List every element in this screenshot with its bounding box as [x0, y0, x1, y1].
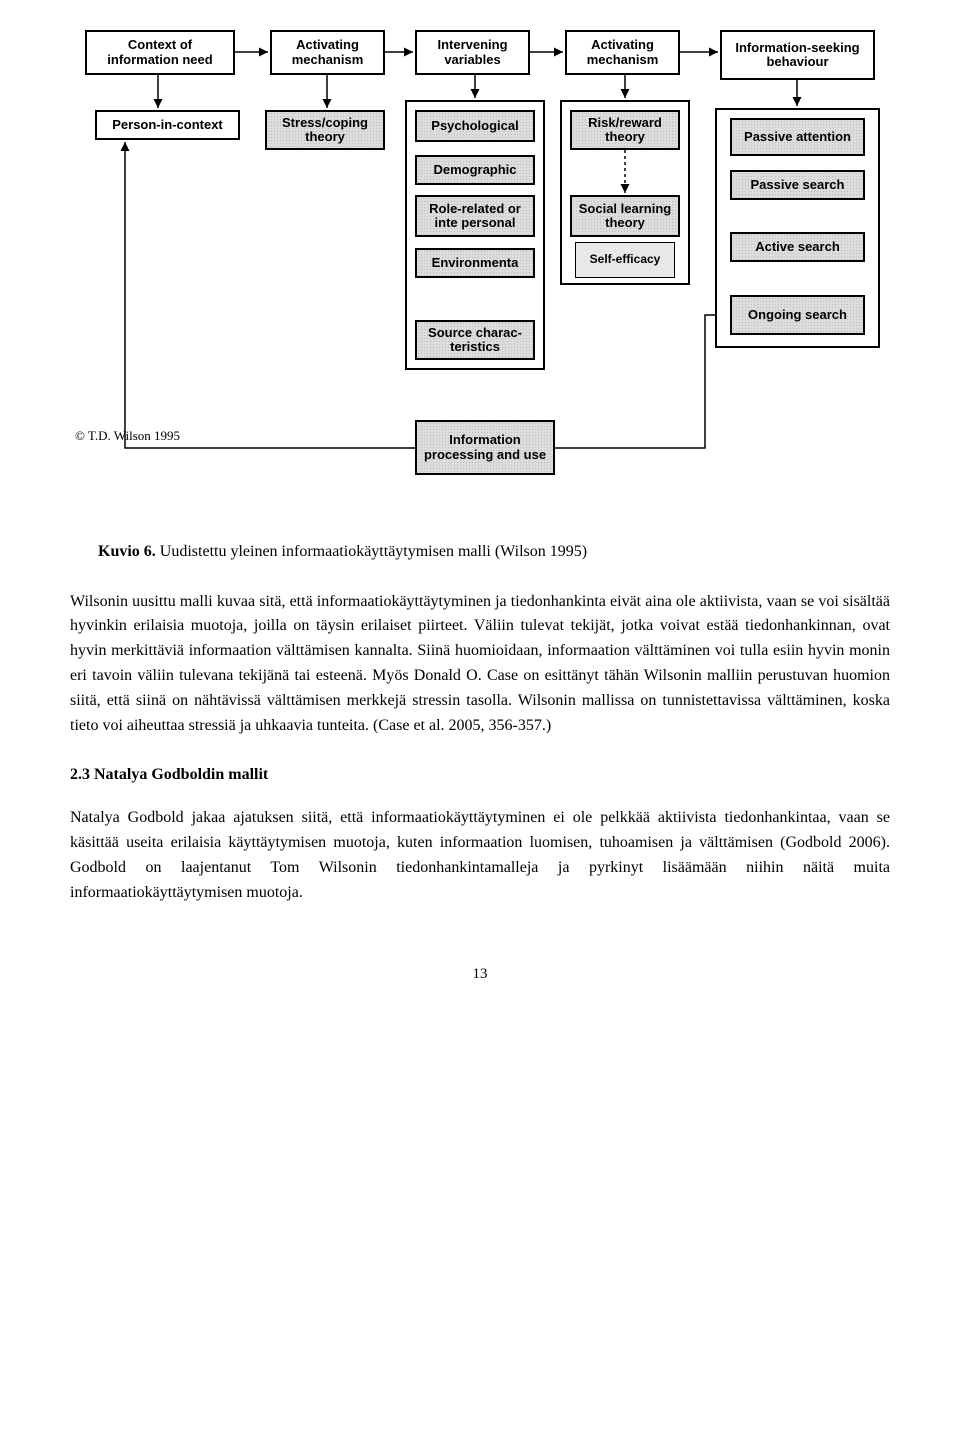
paragraph-2: Natalya Godbold jakaa ajatuksen siitä, e…	[70, 806, 890, 905]
intervening-box-0: Psychological	[415, 110, 535, 142]
info-processing-box: Information processing and use	[415, 420, 555, 475]
header-box-0: Context of information need	[85, 30, 235, 75]
row2-box-0: Person-in-context	[95, 110, 240, 140]
row2-box-1: Stress/coping theory	[265, 110, 385, 150]
header-box-4: Information-seeking behaviour	[720, 30, 875, 80]
section-heading: 2.3 Natalya Godboldin mallit	[70, 766, 890, 784]
intervening-box-3: Environmenta	[415, 248, 535, 278]
header-box-1: Activating mechanism	[270, 30, 385, 75]
paragraph-1: Wilsonin uusittu malli kuvaa sitä, että …	[70, 590, 890, 739]
behaviour-box-3: Ongoing search	[730, 295, 865, 335]
wilson-diagram: Context of information need Activating me…	[70, 20, 890, 520]
behaviour-box-0: Passive attention	[730, 118, 865, 156]
figure-caption-lead: Kuvio 6.	[98, 543, 160, 560]
intervening-box-4: Source charac-teristics	[415, 320, 535, 360]
intervening-box-2: Role-related or inte personal	[415, 195, 535, 237]
activating2-box-2: Self-efficacy	[575, 242, 675, 278]
page-number: 13	[70, 966, 890, 983]
copyright-text: © T.D. Wilson 1995	[75, 428, 180, 444]
body-text: Kuvio 6. Uudistettu yleinen informaatiok…	[70, 540, 890, 738]
behaviour-box-1: Passive search	[730, 170, 865, 200]
paragraph-2-wrap: Natalya Godbold jakaa ajatuksen siitä, e…	[70, 806, 890, 905]
intervening-box-1: Demographic	[415, 155, 535, 185]
activating2-box-0: Risk/reward theory	[570, 110, 680, 150]
header-box-2: Intervening variables	[415, 30, 530, 75]
activating2-box-1: Social learning theory	[570, 195, 680, 237]
behaviour-box-2: Active search	[730, 232, 865, 262]
figure-caption-rest: Uudistettu yleinen informaatiokäyttäytym…	[160, 543, 587, 560]
header-box-3: Activating mechanism	[565, 30, 680, 75]
